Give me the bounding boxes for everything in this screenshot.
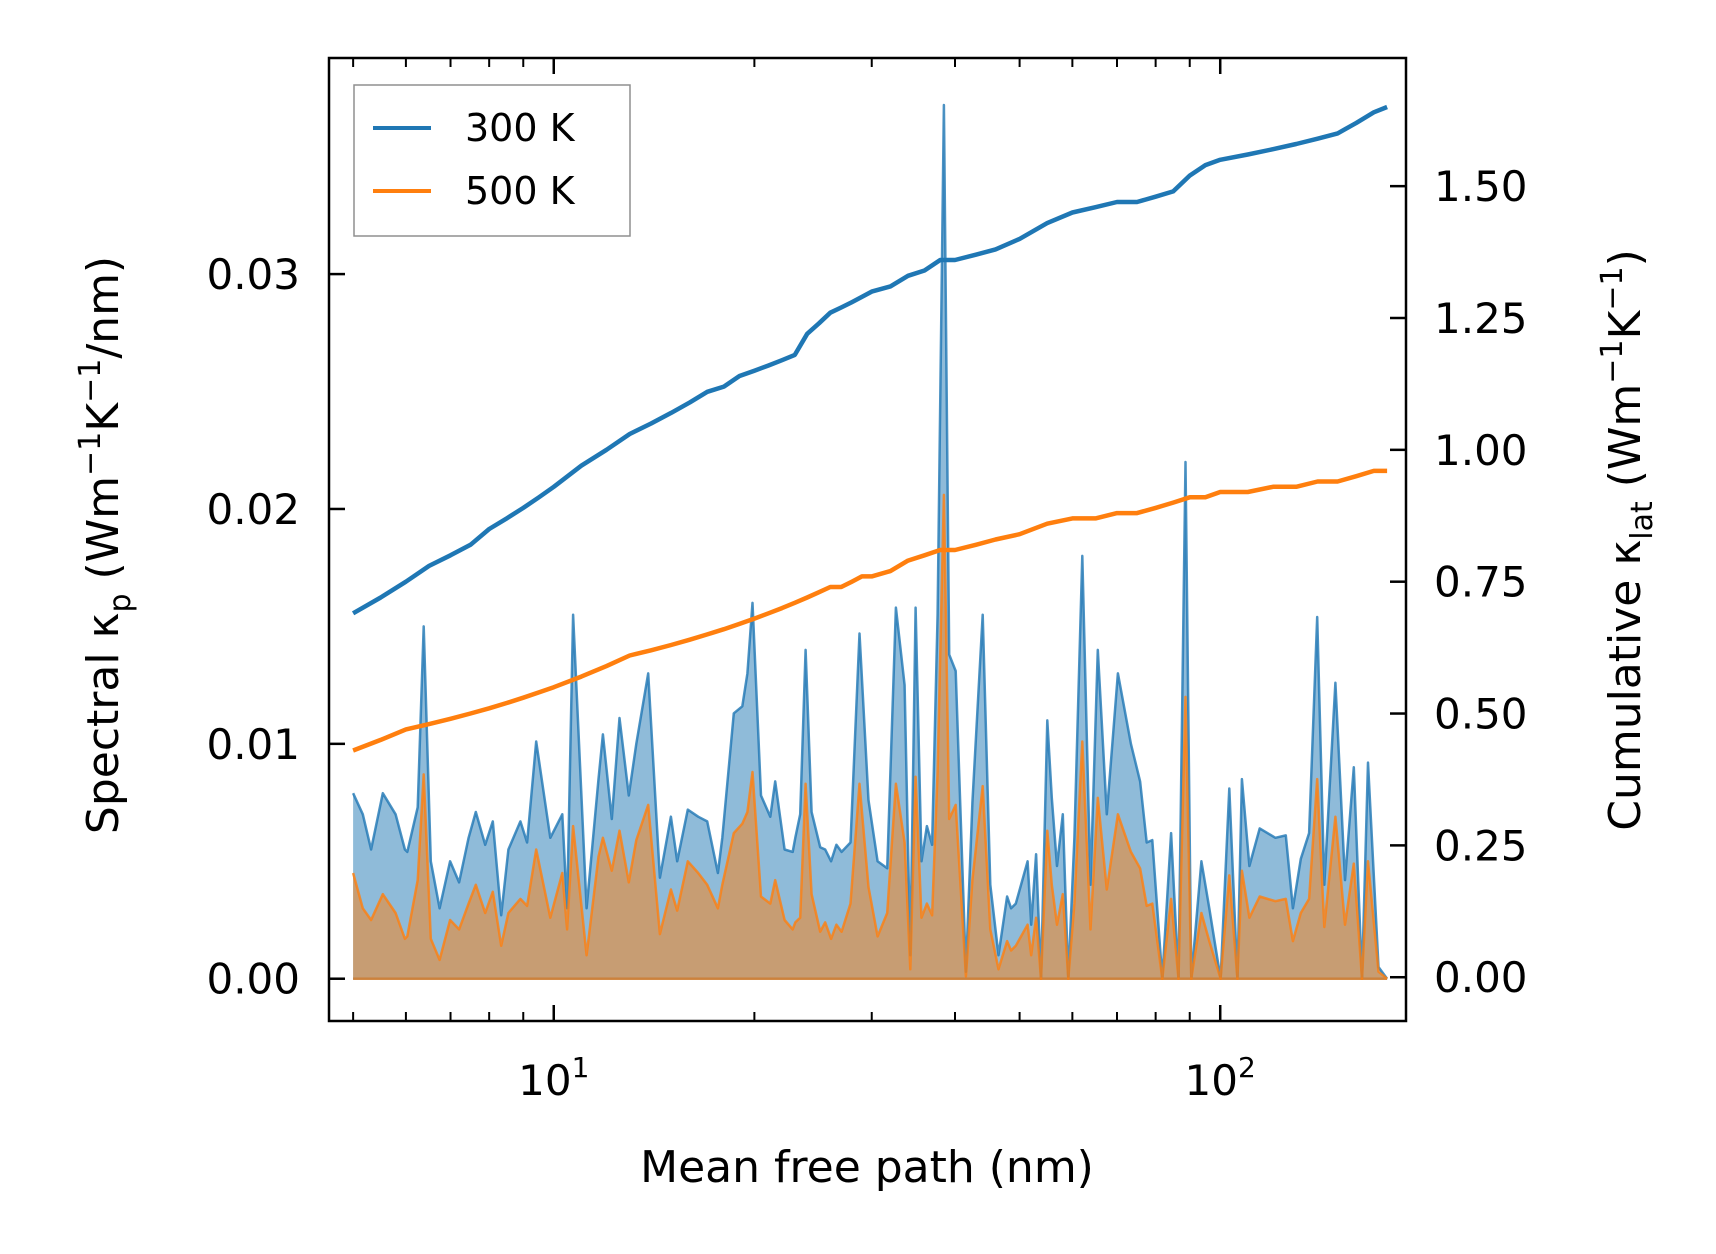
x-axis-title: Mean free path (nm) xyxy=(640,1142,1094,1193)
left-tick-label: 0.02 xyxy=(206,485,300,534)
right-axis-title: Cumulative κlat (Wm−1K−1) xyxy=(1595,249,1660,831)
right-tick-labels: 0.00 0.25 0.50 0.75 1.00 1.25 1.50 xyxy=(1434,162,1528,1002)
x-tick-label-100: 102 xyxy=(1185,1051,1256,1105)
tick-layer xyxy=(329,58,1406,1021)
x-tick-label-10: 101 xyxy=(518,1051,589,1105)
legend-label-500k: 500 K xyxy=(465,169,576,213)
left-tick-label: 0.03 xyxy=(206,250,300,299)
legend-label-300k: 300 K xyxy=(465,106,576,150)
spectral-fill-300k xyxy=(353,105,1388,979)
left-tick-label: 0.00 xyxy=(206,955,300,1004)
cumulative-line-300k xyxy=(351,104,1388,616)
right-tick-label: 1.25 xyxy=(1434,294,1528,343)
spectral-fill-500k xyxy=(353,494,1388,979)
right-tick-label: 1.50 xyxy=(1434,162,1528,211)
spectral-line-layer xyxy=(351,103,1389,980)
right-tick-label: 0.00 xyxy=(1434,953,1528,1002)
right-tick-label: 0.50 xyxy=(1434,690,1528,739)
legend-frame xyxy=(353,84,631,237)
plot-frame xyxy=(327,56,1408,1023)
left-tick-label: 0.01 xyxy=(206,720,300,769)
right-tick-label: 0.75 xyxy=(1434,558,1528,607)
cumulative-line-layer xyxy=(351,104,1388,753)
spectral-fill-layer xyxy=(353,105,1388,979)
right-tick-label: 0.25 xyxy=(1434,821,1528,870)
spectral-line-300k xyxy=(351,103,1389,980)
left-tick-labels: 0.00 0.01 0.02 0.03 xyxy=(206,250,300,1004)
spectral-line-500k xyxy=(351,493,1388,980)
cumulative-line-500k xyxy=(352,468,1388,753)
right-tick-label: 1.00 xyxy=(1434,426,1528,475)
legend: 300 K 500 K xyxy=(353,84,631,237)
left-axis-title: Spectral κp (Wm−1K−1/nm) xyxy=(73,256,138,834)
